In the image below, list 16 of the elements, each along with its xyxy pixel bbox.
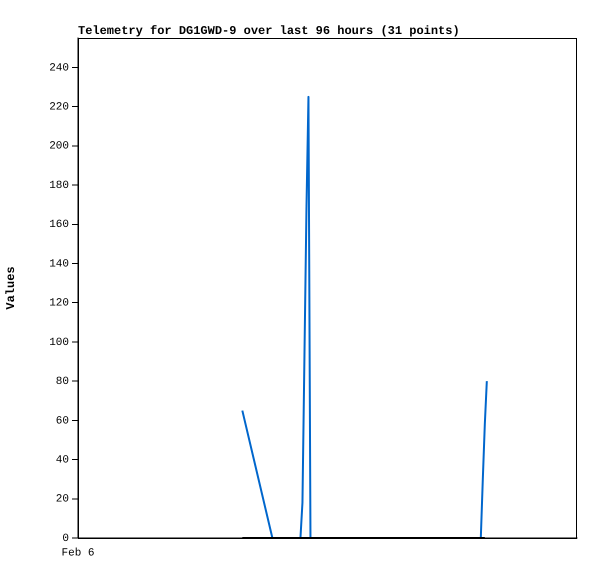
y-tick-label: 120 [49, 298, 69, 310]
y-tick-label: 220 [49, 102, 69, 114]
y-tick-label: 240 [49, 62, 69, 74]
y-axis-title: Values [4, 266, 18, 310]
y-tick-label: 160 [49, 219, 69, 232]
y-tick-label: 140 [49, 258, 69, 270]
y-tick-label: 180 [49, 180, 69, 192]
y-tick-label: 60 [56, 415, 69, 428]
y-tick-label: 0 [62, 532, 69, 545]
y-tick-label: 40 [56, 454, 69, 466]
chart-title: Telemetry for DG1GWD-9 over last 96 hours (31 points) [78, 24, 460, 38]
y-tick-label: 200 [49, 140, 69, 153]
y-tick-label: 100 [49, 336, 69, 349]
y-tick-label: 80 [56, 376, 69, 388]
y-tick-label: 20 [56, 494, 69, 506]
text: Feb 6 [61, 547, 95, 560]
